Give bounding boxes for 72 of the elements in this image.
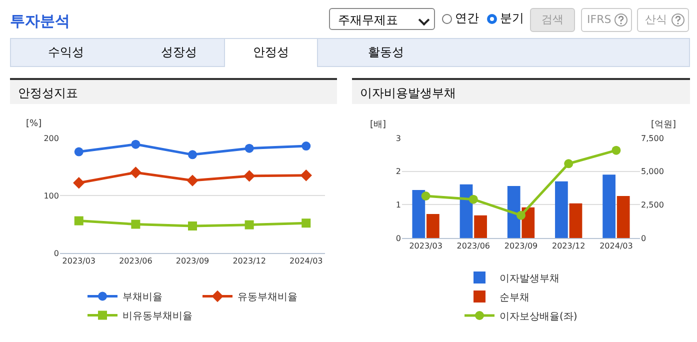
point bbox=[468, 194, 478, 204]
text: 수익성 bbox=[47, 44, 85, 61]
x-tick-label: 2024/03 bbox=[290, 256, 323, 266]
x-tick-label: 2023/03 bbox=[409, 242, 442, 251]
text: 투자분석 bbox=[10, 12, 70, 31]
y-tick-label: 1 bbox=[396, 200, 401, 210]
text: 안정성 bbox=[224, 38, 318, 67]
point bbox=[131, 220, 140, 229]
point bbox=[612, 146, 621, 155]
text: 산식 bbox=[637, 8, 689, 32]
legend-label: 유동부채비율 bbox=[238, 292, 298, 304]
point bbox=[73, 177, 85, 189]
y-tick-label: 0 bbox=[396, 234, 401, 243]
chart-title: 이자비용발생부채 bbox=[352, 78, 690, 104]
y-tick-label: 200 bbox=[44, 134, 59, 143]
y2-tick-label: 5,000 bbox=[641, 167, 664, 176]
y2-axis-title: [억원] bbox=[651, 120, 676, 130]
point bbox=[516, 210, 526, 220]
point bbox=[74, 147, 84, 156]
x-tick-label: 2023/12 bbox=[232, 256, 266, 266]
bar bbox=[555, 181, 568, 238]
y2-tick-label: 7,500 bbox=[641, 134, 664, 143]
x-tick-label: 2023/03 bbox=[62, 256, 96, 266]
x-tick-label: 2023/06 bbox=[119, 256, 152, 266]
y-tick-label: 3 bbox=[396, 134, 401, 143]
x-tick-label: 2023/06 bbox=[456, 242, 490, 251]
point bbox=[300, 170, 312, 182]
bar bbox=[507, 186, 520, 238]
point bbox=[564, 159, 574, 168]
x-tick-label: 2024/03 bbox=[600, 242, 633, 251]
point bbox=[421, 192, 430, 200]
bar bbox=[569, 203, 582, 238]
x-tick-label: 2023/12 bbox=[552, 242, 586, 251]
y-tick-label: 100 bbox=[44, 191, 59, 200]
text: 연간 bbox=[455, 10, 479, 27]
point bbox=[302, 218, 311, 228]
text: IFRS bbox=[581, 8, 632, 32]
y-tick-label: 2 bbox=[396, 167, 401, 176]
bar bbox=[426, 214, 440, 238]
bar bbox=[474, 215, 487, 238]
text: 활동성 bbox=[367, 44, 405, 61]
bar bbox=[460, 184, 473, 238]
y2-tick-label: 2,500 bbox=[641, 200, 664, 210]
text: 검색 bbox=[530, 8, 575, 32]
point bbox=[130, 166, 142, 178]
y-tick-label: 0 bbox=[54, 248, 59, 258]
point bbox=[188, 150, 197, 160]
legend-label: 이자보상배율(좌) bbox=[500, 311, 578, 322]
bar bbox=[616, 196, 630, 238]
chart-title: 안정성지표 bbox=[10, 78, 337, 104]
text: 분기 bbox=[500, 10, 524, 27]
legend-label: 순부채 bbox=[500, 292, 530, 304]
point bbox=[243, 170, 256, 182]
text: 주재무제표 bbox=[329, 8, 435, 30]
text: 성장성 bbox=[160, 44, 198, 61]
point bbox=[186, 174, 198, 186]
x-tick-label: 2023/09 bbox=[176, 256, 210, 266]
point bbox=[74, 216, 84, 226]
y-axis-title: [배] bbox=[370, 120, 386, 130]
point bbox=[188, 221, 197, 230]
legend-label: 비유동부채비율 bbox=[122, 311, 192, 322]
point bbox=[244, 220, 254, 230]
x-tick-label: 2023/09 bbox=[504, 242, 538, 251]
legend-label: 부채비율 bbox=[122, 292, 162, 304]
point bbox=[302, 142, 311, 151]
y-axis-title: [%] bbox=[26, 119, 42, 129]
legend-label: 이자발생부채 bbox=[500, 273, 560, 284]
point bbox=[131, 140, 140, 149]
point bbox=[244, 144, 254, 153]
bar bbox=[412, 190, 426, 238]
y2-tick-label: 0 bbox=[641, 234, 646, 243]
bar bbox=[602, 174, 616, 238]
